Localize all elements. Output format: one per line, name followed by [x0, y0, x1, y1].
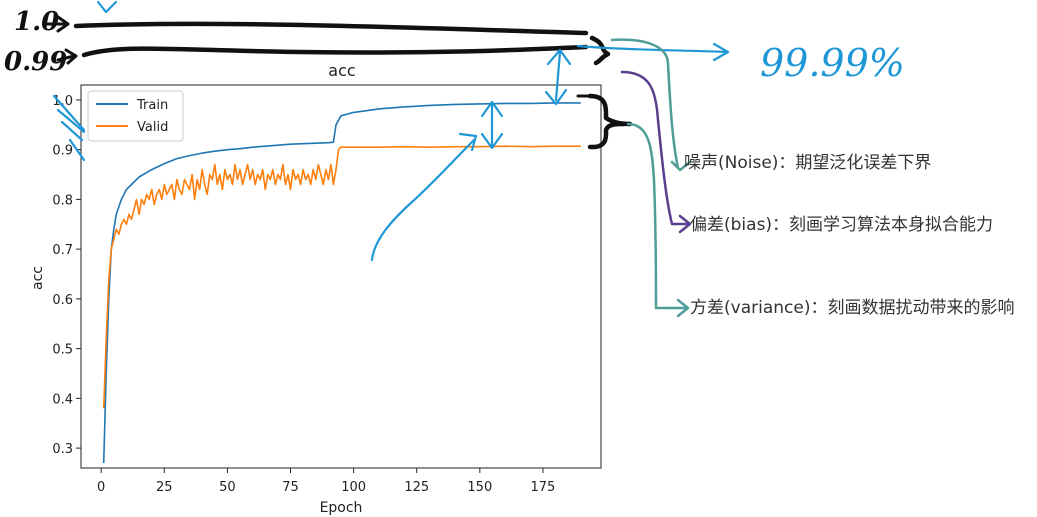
- arrow-level-0-99: [56, 48, 78, 65]
- x-tick-label: 25: [156, 480, 173, 495]
- y-axis: 0.3 0.4 0.5 0.6 0.7 0.8 0.9 1.0: [52, 94, 81, 457]
- note-connectors: [610, 38, 692, 318]
- legend-label-train: Train: [136, 98, 168, 113]
- line-level-0-99: [81, 44, 589, 58]
- label-percent: 99.99%: [760, 41, 905, 85]
- arrow-level-1-0: [42, 15, 70, 33]
- bracket-bottom: [587, 121, 627, 150]
- label-level-0-99: 0.99: [4, 47, 67, 77]
- connector-bias: [620, 70, 692, 234]
- scribble-left: [52, 94, 86, 162]
- bracket-top: [589, 35, 611, 66]
- y-tick-label: 0.3: [52, 442, 73, 457]
- y-tick-label: 0.6: [52, 293, 73, 308]
- connector-noise: [610, 38, 692, 172]
- x-axis-title: Epoch: [320, 500, 363, 516]
- legend: Train Valid: [87, 90, 184, 142]
- x-tick-label: 50: [219, 480, 236, 495]
- double-arrow-top: [544, 48, 572, 106]
- chart-title: acc: [328, 61, 355, 80]
- handwritten-level-lines: 1.0 0.99: [4, 7, 633, 150]
- bracket-middle: [587, 93, 633, 127]
- x-tick-label: 0: [97, 480, 105, 495]
- y-tick-label: 0.9: [52, 144, 73, 159]
- y-axis-title: acc: [30, 266, 46, 290]
- stroke-top-left: [96, 0, 118, 14]
- legend-label-valid: Valid: [137, 120, 168, 135]
- x-tick-label: 150: [467, 480, 492, 495]
- double-arrow-mid: [480, 100, 504, 150]
- line-level-1-0: [73, 21, 589, 36]
- x-tick-label: 175: [531, 480, 556, 495]
- x-axis: 0 25 50 75 100 125 150 175: [97, 468, 555, 495]
- series-line-valid: [102, 145, 581, 409]
- series-group: [102, 102, 581, 464]
- y-tick-label: 0.8: [52, 193, 73, 208]
- x-tick-label: 75: [282, 480, 299, 495]
- curve-arrow-mid: [370, 132, 478, 262]
- x-tick-label: 125: [404, 480, 429, 495]
- y-tick-label: 1.0: [52, 94, 73, 109]
- y-tick-label: 0.7: [52, 243, 73, 258]
- series-line-train: [102, 102, 581, 464]
- legend-box: [87, 90, 184, 142]
- x-tick-label: 100: [341, 480, 366, 495]
- note-variance: 方差(variance)：刻画数据扰动带来的影响: [690, 298, 1014, 318]
- plot-area: [80, 84, 602, 469]
- y-tick-label: 0.5: [52, 343, 73, 358]
- label-level-1-0: 1.0: [14, 7, 59, 37]
- y-tick-label: 0.4: [52, 392, 73, 407]
- note-noise: 噪声(Noise)：期望泛化误差下界: [684, 153, 931, 173]
- note-bias: 偏差(bias)：刻画学习算法本身拟合能力: [690, 215, 993, 235]
- handwritten-blue-marks: 99.99%: [52, 0, 905, 262]
- arrow-to-percent: [576, 42, 730, 62]
- connector-variance: [626, 122, 690, 318]
